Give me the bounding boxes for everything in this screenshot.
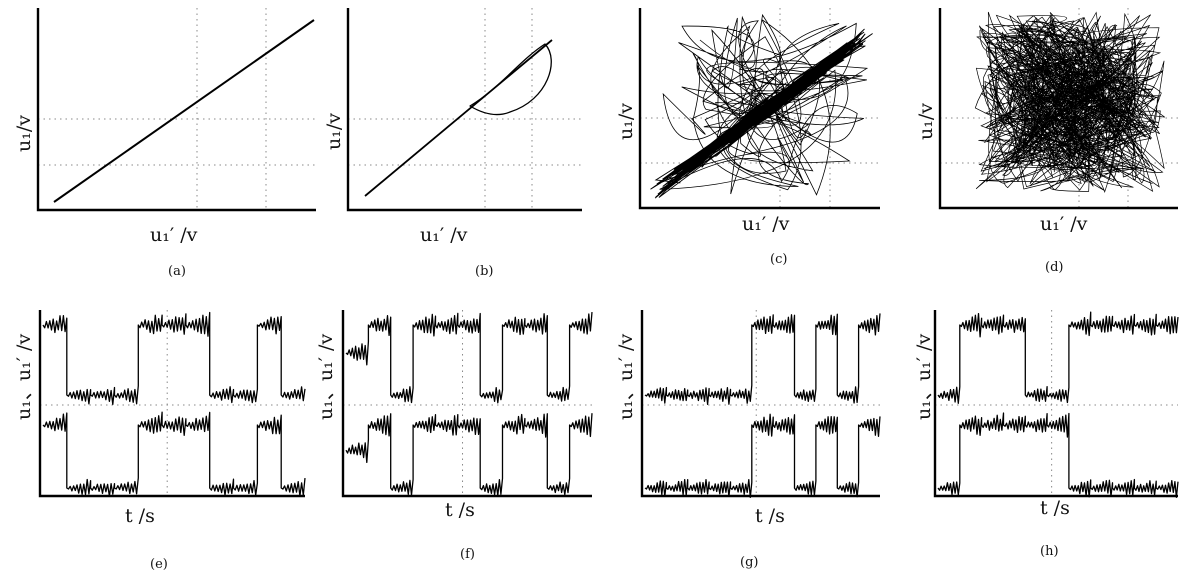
axes <box>640 310 880 498</box>
attractor-loops <box>659 13 869 196</box>
y-axis-label: u₁/v <box>13 115 35 152</box>
y-axis-label: u₁、u₁′ /v <box>315 334 337 420</box>
caption-d: (d) <box>1045 260 1063 275</box>
attractor-square <box>974 11 1166 194</box>
axes <box>938 8 1178 210</box>
axes <box>933 310 1178 498</box>
panel-b <box>346 8 582 212</box>
panel-c <box>638 8 880 210</box>
panel-f <box>341 310 593 498</box>
caption-h: (h) <box>1040 544 1059 559</box>
panel-e <box>38 310 306 498</box>
axes <box>638 8 880 210</box>
panel-d <box>938 8 1178 210</box>
axes <box>36 8 316 212</box>
x-axis-label: u₁′ /v <box>1040 213 1088 235</box>
x-axis-label: t /s <box>125 505 155 527</box>
lower-trace <box>345 413 593 497</box>
x-axis-label: u₁′ /v <box>742 213 790 235</box>
lower-trace <box>937 412 1179 498</box>
caption-g: (g) <box>740 555 758 570</box>
attractor-band <box>650 28 873 199</box>
caption-b: (b) <box>475 264 493 279</box>
sync-diagonal <box>53 19 315 203</box>
upper-trace <box>42 311 306 406</box>
y-axis-label: u₁、u₁′ /v <box>13 334 35 420</box>
sync-diagonal <box>364 39 553 197</box>
caption-e: (e) <box>150 557 168 572</box>
axes <box>346 8 582 212</box>
lower-trace <box>644 413 881 499</box>
caption-c: (c) <box>770 252 787 267</box>
x-axis-label: t /s <box>1040 497 1070 519</box>
y-axis-label: u₁、u₁′ /v <box>615 334 637 420</box>
y-axis-label: u₁/v <box>323 113 345 150</box>
upper-trace <box>345 312 593 404</box>
y-axis-label: u₁/v <box>915 103 937 140</box>
x-axis-label: u₁′ /v <box>150 224 198 246</box>
lower-trace <box>42 411 306 497</box>
x-axis-label: t /s <box>445 499 475 521</box>
y-axis-label: u₁/v <box>615 103 637 140</box>
loop-trace <box>469 43 552 116</box>
caption-f: (f) <box>460 547 475 562</box>
axes <box>38 310 305 498</box>
panel-g <box>640 310 881 499</box>
upper-trace <box>644 313 881 405</box>
y-axis-label: u₁、u₁′ /v <box>913 334 935 420</box>
panel-a <box>36 8 316 212</box>
caption-a: (a) <box>168 264 186 279</box>
panel-h <box>933 310 1179 498</box>
upper-trace <box>937 311 1179 404</box>
x-axis-label: t /s <box>755 505 785 527</box>
axes <box>341 310 592 498</box>
x-axis-label: u₁′ /v <box>420 224 468 246</box>
